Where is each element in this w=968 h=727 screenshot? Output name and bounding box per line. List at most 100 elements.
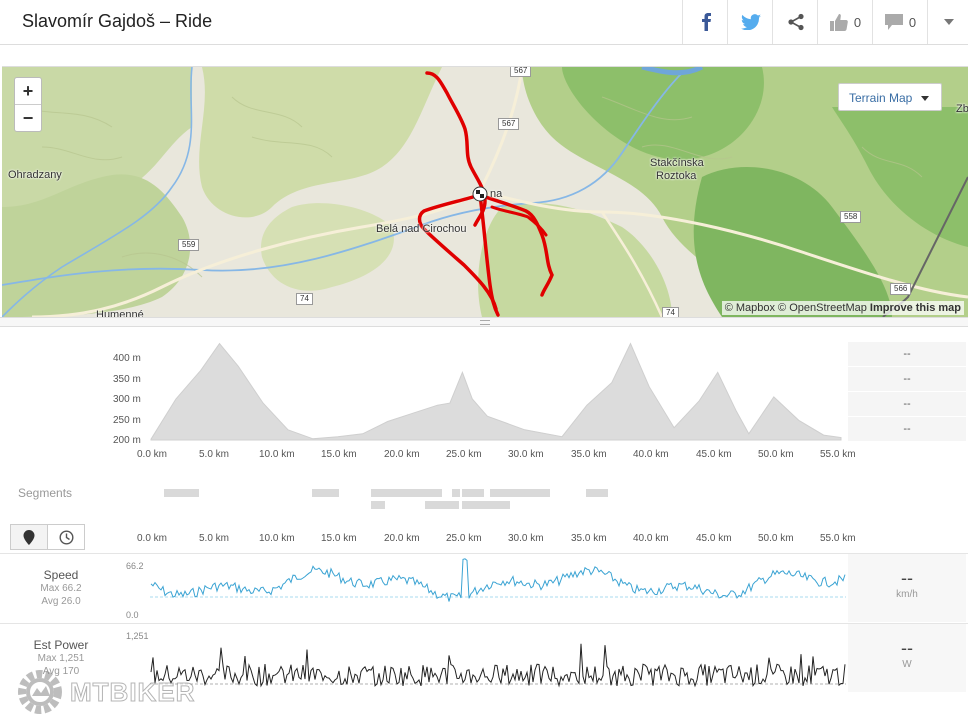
segment-bar[interactable]: [164, 489, 199, 497]
speed-value: --: [901, 568, 913, 588]
power-stream[interactable]: Est Power Max 1,251 Avg 170 1,251 -- W: [0, 623, 968, 692]
speed-max: Max 66.2: [40, 583, 82, 594]
page-title: Slavomír Gajdoš – Ride: [22, 11, 213, 31]
comments-count: 0: [908, 14, 917, 30]
segment-bar[interactable]: [452, 489, 460, 497]
stream-x-tick: 30.0 km: [508, 533, 544, 544]
elevation-x-tick: 30.0 km: [508, 449, 544, 460]
speed-title: Speed: [43, 568, 79, 582]
speed-label-block: Speed Max 66.2 Avg 26.0: [0, 554, 122, 622]
segment-bar[interactable]: [586, 489, 608, 497]
twitter-icon: [740, 14, 761, 30]
speed-y-top: 66.2: [126, 561, 144, 571]
speed-y-bottom: 0.0: [126, 610, 139, 620]
share-button[interactable]: [772, 0, 818, 44]
speed-stream[interactable]: Speed Max 66.2 Avg 26.0 66.2 0.0 -- km/h: [0, 553, 968, 622]
road-sign: 567: [510, 67, 532, 77]
time-view-button[interactable]: [48, 524, 85, 550]
power-label-block: Est Power Max 1,251 Avg 170: [0, 624, 122, 692]
map-type-dropdown[interactable]: Terrain Map: [838, 83, 942, 111]
stream-x-tick: 20.0 km: [384, 533, 420, 544]
share-icon: [787, 13, 804, 31]
speed-readout: -- km/h: [848, 554, 966, 622]
attribution-text: © Mapbox © OpenStreetMap: [724, 302, 867, 314]
power-plot: [150, 643, 846, 688]
speed-unit: km/h: [896, 589, 918, 600]
elevation-y-tick: 400 m: [113, 353, 141, 364]
elevation-y-tick: 250 m: [113, 415, 141, 426]
segment-bar[interactable]: [425, 501, 459, 509]
road-sign: 559: [178, 239, 200, 251]
segments-label: Segments: [18, 486, 73, 500]
elevation-stat: --: [848, 392, 966, 417]
chart-view-toggle: [10, 524, 85, 550]
road-sign: 74: [662, 307, 679, 317]
segment-bar[interactable]: [462, 489, 484, 497]
elevation-y-tick: 200 m: [113, 435, 141, 446]
power-line: [150, 643, 846, 688]
mtbiker-watermark: MTBIKER: [14, 666, 195, 718]
elevation-x-tick: 45.0 km: [696, 449, 732, 460]
power-max: Max 1,251: [37, 653, 85, 664]
stream-x-tick: 35.0 km: [571, 533, 607, 544]
power-value: --: [901, 638, 913, 658]
zoom-out-button[interactable]: −: [15, 104, 41, 131]
thumbs-up-icon: [829, 13, 848, 31]
map-label: Ohradzany: [8, 169, 62, 181]
distance-view-button[interactable]: [10, 524, 48, 550]
elevation-x-tick: 5.0 km: [199, 449, 230, 460]
caret-down-icon: [921, 96, 929, 101]
segment-bar[interactable]: [371, 501, 385, 509]
elevation-y-tick: 350 m: [113, 374, 141, 385]
speed-avg: Avg 26.0: [41, 596, 81, 607]
twitter-share-button[interactable]: [727, 0, 773, 44]
comment-icon: [884, 14, 903, 30]
stream-x-tick: 10.0 km: [259, 533, 295, 544]
map-label: Zb: [956, 103, 968, 115]
grip-icon: [480, 320, 490, 325]
elevation-plot: [150, 342, 842, 441]
elevation-x-tick: 20.0 km: [384, 449, 420, 460]
kudos-button[interactable]: 0: [817, 0, 873, 44]
comments-button[interactable]: 0: [872, 0, 928, 44]
road-sign: 558: [840, 211, 862, 223]
segment-bar[interactable]: [312, 489, 339, 497]
top-bar: Slavomír Gajdoš – Ride 0 0: [0, 0, 968, 45]
map-label: Stakčínska: [650, 157, 704, 169]
facebook-icon: [701, 13, 711, 31]
elevation-x-tick: 15.0 km: [321, 449, 357, 460]
road-sign: 566: [890, 283, 912, 295]
facebook-share-button[interactable]: [682, 0, 728, 44]
stream-x-tick: 45.0 km: [696, 533, 732, 544]
more-actions-button[interactable]: [927, 0, 968, 44]
power-avg: Avg 170: [42, 666, 80, 677]
elevation-x-tick: 55.0 km: [820, 449, 856, 460]
segment-bar[interactable]: [462, 501, 510, 509]
chevron-down-icon: [943, 19, 954, 25]
road-sign: 74: [296, 293, 313, 305]
segment-bar[interactable]: [490, 489, 550, 497]
stream-x-tick: 15.0 km: [321, 533, 357, 544]
elevation-x-tick: 0.0 km: [137, 449, 168, 460]
elevation-x-tick: 40.0 km: [633, 449, 669, 460]
elevation-x-tick: 50.0 km: [758, 449, 794, 460]
stream-x-tick: 0.0 km: [137, 533, 168, 544]
start-finish-marker: [472, 186, 488, 202]
road-sign: 567: [498, 118, 520, 130]
map-attribution: © Mapbox © OpenStreetMap Improve this ma…: [721, 301, 964, 315]
map-label: Humenné: [96, 309, 144, 317]
zoom-control: + −: [14, 77, 42, 132]
gear-logo-icon: [18, 670, 62, 714]
elevation-y-tick: 300 m: [113, 394, 141, 405]
elevation-area: [150, 342, 842, 441]
map-resize-handle[interactable]: [0, 317, 968, 327]
improve-map-link[interactable]: Improve this map: [869, 302, 961, 314]
elevation-x-tick: 10.0 km: [259, 449, 295, 460]
map-label: Belá nad Cirochou: [376, 223, 467, 235]
segment-bar[interactable]: [371, 489, 442, 497]
route-map[interactable]: Ohradzany Belá nad Cirochou Stakčínska R…: [2, 66, 968, 317]
map-label: Roztoka: [656, 170, 697, 182]
power-title: Est Power: [33, 638, 89, 652]
zoom-in-button[interactable]: +: [22, 81, 34, 101]
elevation-stat: --: [848, 342, 966, 367]
